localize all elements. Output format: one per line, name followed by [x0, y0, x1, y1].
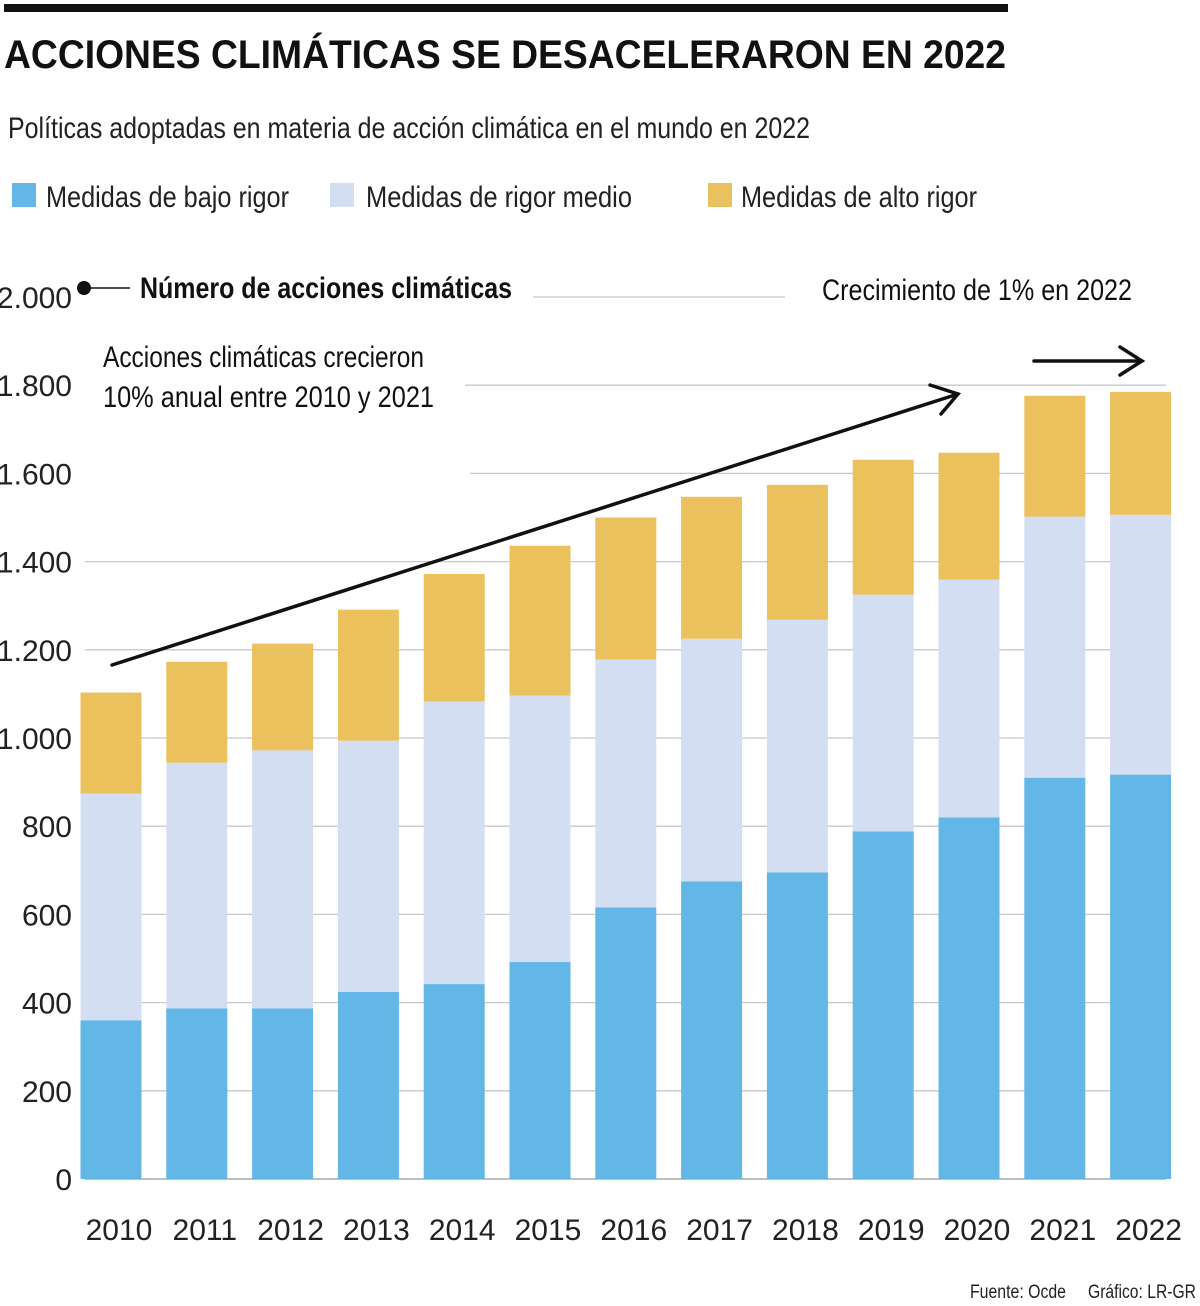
bar-segment-medium — [166, 762, 228, 1009]
bar-segment-high — [595, 517, 657, 660]
y-tick-label: 1.400 — [0, 547, 72, 580]
bar-segment-low — [337, 992, 399, 1179]
ylabel-marker-dot — [77, 281, 91, 295]
y-tick-label: 2.000 — [0, 282, 72, 315]
trend-arrow-2022 — [1032, 345, 1146, 377]
bar-segment-low — [1110, 774, 1172, 1179]
x-tick-label: 2010 — [86, 1214, 153, 1247]
credit-text: Gráfico: LR-GR — [1088, 1282, 1196, 1303]
legend-swatch-low — [12, 183, 36, 207]
y-tick-label: 400 — [22, 988, 72, 1021]
legend-swatch-high — [708, 183, 732, 207]
x-tick-label: 2019 — [858, 1214, 925, 1247]
bar-2013 — [337, 609, 399, 1179]
y-tick-label: 1.600 — [0, 458, 72, 491]
legend-swatch-medium — [330, 183, 354, 207]
x-tick-label: 2017 — [686, 1214, 753, 1247]
bar-segment-low — [423, 984, 485, 1179]
bar-segment-low — [766, 872, 828, 1179]
top-rule — [4, 4, 1008, 12]
bar-segment-high — [423, 573, 485, 702]
trend-arrow-2010-2021 — [110, 383, 962, 667]
bar-2015 — [509, 545, 571, 1179]
bar-segment-low — [681, 881, 743, 1179]
bar-segment-medium — [681, 638, 743, 882]
bar-segment-medium — [423, 701, 485, 985]
bar-segment-high — [1110, 391, 1172, 515]
y-tick-label: 1.200 — [0, 635, 72, 668]
x-tick-label: 2011 — [173, 1214, 238, 1247]
x-tick-label: 2022 — [1115, 1214, 1182, 1247]
bar-2021 — [1024, 395, 1086, 1179]
bars — [80, 391, 1172, 1179]
bar-segment-low — [852, 831, 914, 1179]
bar-segment-low — [509, 962, 571, 1179]
bar-2010 — [80, 692, 142, 1179]
bar-2017 — [681, 496, 743, 1179]
bar-segment-medium — [852, 594, 914, 832]
y-tick-label: 600 — [22, 899, 72, 932]
bar-segment-medium — [509, 695, 571, 963]
y-axis: 0 200 400 600 800 1.000 1.200 1.400 1.600 1.800 2.… — [0, 282, 72, 1197]
bar-segment-medium — [938, 579, 1000, 818]
y-tick-label: 1.800 — [0, 370, 72, 403]
bar-2016 — [595, 517, 657, 1179]
x-tick-label: 2021 — [1029, 1214, 1096, 1247]
y-axis-label: Número de acciones climáticas — [140, 272, 512, 305]
bar-segment-low — [938, 817, 1000, 1179]
bar-2019 — [852, 459, 914, 1179]
bar-segment-medium — [252, 750, 314, 1009]
bar-2022 — [1110, 391, 1172, 1179]
x-tick-label: 2016 — [600, 1214, 667, 1247]
bar-segment-high — [166, 661, 228, 763]
bar-segment-low — [595, 907, 657, 1179]
x-axis: 2010 2011 2012 2013 2014 2015 2016 2017 2018 2019… — [86, 1214, 1182, 1247]
bar-segment-high — [852, 459, 914, 595]
source-text: Fuente: Ocde — [970, 1282, 1066, 1303]
bar-segment-high — [80, 692, 142, 794]
legend-label-high: Medidas de alto rigor — [741, 181, 977, 214]
bar-segment-medium — [595, 659, 657, 908]
bar-2012 — [252, 643, 314, 1179]
x-tick-label: 2012 — [257, 1214, 324, 1247]
y-tick-label: 0 — [55, 1164, 72, 1197]
chart-subtitle: Políticas adoptadas en materia de acción… — [8, 112, 810, 145]
bar-2011 — [166, 661, 228, 1179]
x-tick-label: 2020 — [944, 1214, 1011, 1247]
annotation-trend-line2: 10% anual entre 2010 y 2021 — [103, 381, 434, 414]
bar-segment-medium — [1024, 516, 1086, 778]
annotation-2022: Crecimiento de 1% en 2022 — [822, 274, 1132, 307]
bar-segment-high — [1024, 395, 1086, 517]
legend: Medidas de bajo rigor Medidas de rigor m… — [12, 181, 977, 214]
bar-segment-high — [681, 496, 743, 639]
bar-2020 — [938, 452, 1000, 1179]
x-tick-label: 2013 — [343, 1214, 410, 1247]
bar-segment-high — [337, 609, 399, 741]
bar-segment-medium — [766, 619, 828, 873]
bar-segment-low — [252, 1008, 314, 1179]
bar-2014 — [423, 573, 485, 1179]
legend-label-low: Medidas de bajo rigor — [46, 181, 289, 214]
bar-segment-high — [766, 484, 828, 620]
bar-segment-high — [252, 643, 314, 751]
bar-segment-high — [509, 545, 571, 696]
y-tick-label: 200 — [22, 1076, 72, 1109]
bar-2018 — [766, 484, 828, 1179]
bar-segment-low — [80, 1020, 142, 1179]
bar-segment-medium — [337, 740, 399, 993]
bar-segment-low — [166, 1008, 228, 1179]
x-tick-label: 2015 — [515, 1214, 582, 1247]
y-tick-label: 800 — [22, 811, 72, 844]
bar-segment-medium — [80, 793, 142, 1021]
bar-segment-high — [938, 452, 1000, 580]
chart-title: ACCIONES CLIMÁTICAS SE DESACELERARON EN … — [4, 32, 1006, 77]
annotation-trend-line1: Acciones climáticas crecieron — [103, 341, 424, 374]
bar-segment-medium — [1110, 514, 1172, 775]
x-tick-label: 2014 — [429, 1214, 496, 1247]
bar-segment-low — [1024, 777, 1086, 1179]
x-tick-label: 2018 — [772, 1214, 839, 1247]
y-tick-label: 1.000 — [0, 723, 72, 756]
legend-label-medium: Medidas de rigor medio — [366, 181, 632, 214]
